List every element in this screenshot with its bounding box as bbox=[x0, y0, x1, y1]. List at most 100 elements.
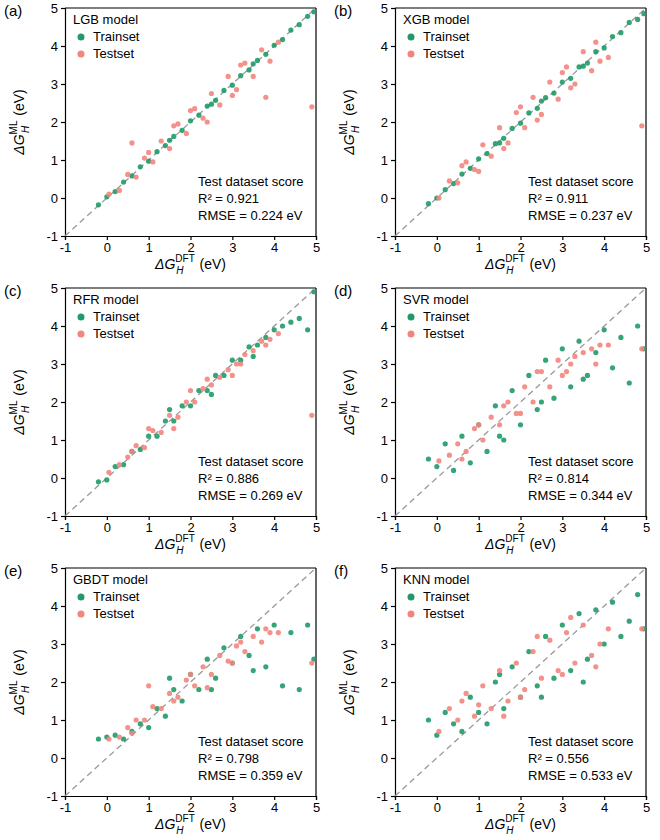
point bbox=[246, 344, 251, 349]
point bbox=[543, 634, 548, 639]
point bbox=[535, 683, 540, 688]
tick: 5 bbox=[51, 561, 65, 576]
point bbox=[259, 640, 264, 645]
axis-title-unit: (eV) bbox=[530, 256, 556, 272]
point bbox=[171, 123, 176, 128]
axis-title-main: ΔG bbox=[11, 414, 27, 435]
point bbox=[255, 626, 260, 631]
tick-label: 3 bbox=[559, 520, 566, 535]
point bbox=[272, 622, 277, 627]
point bbox=[167, 691, 172, 696]
tick-mark bbox=[391, 288, 395, 289]
tick-label: 3 bbox=[51, 637, 58, 652]
point bbox=[171, 418, 176, 423]
point bbox=[572, 354, 577, 359]
point bbox=[167, 676, 172, 681]
annotation: R² = 0.814 bbox=[528, 471, 589, 486]
point bbox=[121, 179, 126, 184]
panel-label: (f) bbox=[334, 562, 348, 579]
axis-title-sub: H bbox=[506, 545, 514, 556]
point bbox=[106, 736, 111, 741]
axis-title: ΔGMLH(eV) bbox=[338, 649, 361, 715]
tick-mark bbox=[61, 516, 65, 517]
point bbox=[581, 622, 586, 627]
tick-mark bbox=[61, 758, 65, 759]
point bbox=[535, 369, 540, 374]
point bbox=[117, 188, 122, 193]
point bbox=[464, 691, 469, 696]
tick-label: 0 bbox=[434, 520, 441, 535]
tick-mark bbox=[61, 440, 65, 441]
tick-label: 2 bbox=[51, 675, 58, 690]
tick-mark bbox=[61, 288, 65, 289]
tick: 5 bbox=[381, 281, 395, 296]
y-axis: -1012345 bbox=[376, 281, 395, 524]
point bbox=[560, 672, 565, 677]
tick-label: 1 bbox=[476, 800, 483, 815]
axis-title-main: ΔG bbox=[484, 816, 505, 832]
point bbox=[459, 698, 464, 703]
tick-mark bbox=[61, 606, 65, 607]
axis-title-sup: DFT bbox=[505, 813, 524, 824]
tick-label: 3 bbox=[381, 77, 388, 92]
tick-mark bbox=[61, 568, 65, 569]
axis-title-sub: H bbox=[176, 545, 184, 556]
legend-swatch bbox=[408, 34, 415, 41]
tick: -1 bbox=[46, 789, 65, 804]
point bbox=[142, 445, 147, 450]
tick-label: -1 bbox=[376, 229, 388, 244]
point bbox=[129, 731, 134, 736]
point bbox=[581, 679, 586, 684]
point bbox=[238, 62, 243, 67]
point bbox=[125, 172, 130, 177]
tick-label: 2 bbox=[381, 395, 388, 410]
legend: RFR modelTrainsetTestset bbox=[73, 292, 140, 341]
axis-title-sub: H bbox=[506, 265, 514, 276]
point bbox=[238, 634, 243, 639]
series bbox=[106, 331, 314, 475]
tick-label: 3 bbox=[381, 357, 388, 372]
tick: 3 bbox=[381, 637, 395, 652]
point bbox=[568, 85, 573, 90]
axis-title-sup: DFT bbox=[175, 253, 194, 264]
point bbox=[434, 464, 439, 469]
point bbox=[585, 657, 590, 662]
panel: -1012345-1012345GBDT modelTrainsetTestse… bbox=[4, 561, 320, 836]
point bbox=[551, 676, 556, 681]
tick-mark bbox=[391, 236, 395, 237]
point bbox=[593, 40, 598, 45]
point bbox=[150, 704, 155, 709]
tick-label: 1 bbox=[146, 800, 153, 815]
point bbox=[443, 441, 448, 446]
point bbox=[234, 643, 239, 648]
tick: 5 bbox=[381, 1, 395, 16]
point bbox=[188, 672, 193, 677]
axis-title-sub: H bbox=[20, 685, 31, 693]
point bbox=[280, 683, 285, 688]
point bbox=[188, 403, 193, 408]
tick-label: 0 bbox=[104, 800, 111, 815]
point bbox=[510, 664, 515, 669]
tick-label: 2 bbox=[381, 675, 388, 690]
point bbox=[455, 717, 460, 722]
tick: 1 bbox=[381, 713, 395, 728]
point bbox=[311, 9, 316, 14]
legend-swatch bbox=[408, 314, 415, 321]
annotation: R² = 0.886 bbox=[198, 471, 259, 486]
point bbox=[497, 434, 502, 439]
tick-label: 3 bbox=[51, 357, 58, 372]
frame-right bbox=[315, 288, 316, 516]
annotation: RMSE = 0.224 eV bbox=[198, 208, 303, 223]
point bbox=[276, 40, 281, 45]
tick: 1 bbox=[51, 433, 65, 448]
tick-label: -1 bbox=[60, 800, 72, 815]
annotation: RMSE = 0.237 eV bbox=[528, 208, 633, 223]
axis-title: ΔGMLH(eV) bbox=[338, 369, 361, 435]
tick: 4 bbox=[51, 599, 65, 614]
point bbox=[142, 717, 147, 722]
axis-title-unit: (eV) bbox=[341, 89, 357, 115]
tick: 0 bbox=[381, 471, 395, 486]
axis-title-sup: ML bbox=[338, 680, 349, 694]
tick: 0 bbox=[104, 516, 111, 535]
tick: 3 bbox=[229, 236, 236, 255]
